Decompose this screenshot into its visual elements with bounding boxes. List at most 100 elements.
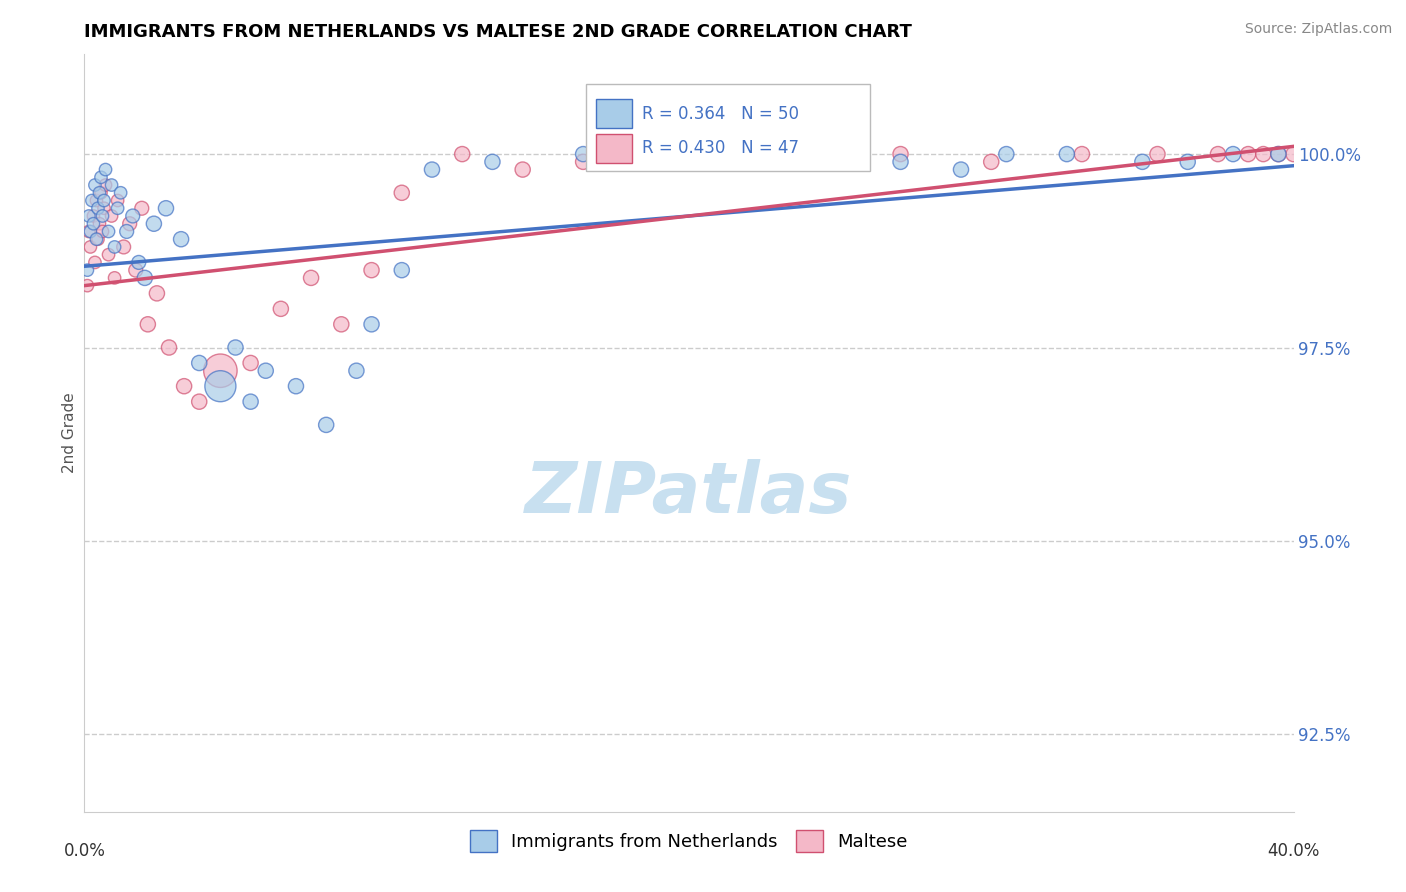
- Point: [97, 224, 120, 238]
- Point: [270, 301, 292, 316]
- Point: [239, 356, 262, 370]
- Text: ZIPatlas: ZIPatlas: [526, 458, 852, 528]
- Point: [84, 255, 107, 269]
- Point: [91, 224, 114, 238]
- Y-axis label: 2nd Grade: 2nd Grade: [62, 392, 77, 473]
- Point: [188, 356, 211, 370]
- Point: [115, 224, 138, 238]
- Point: [709, 147, 731, 161]
- Point: [79, 240, 101, 254]
- Text: 0.0%: 0.0%: [63, 842, 105, 860]
- Point: [225, 341, 247, 355]
- Point: [1056, 147, 1078, 161]
- Point: [209, 364, 232, 378]
- Point: [346, 364, 368, 378]
- FancyBboxPatch shape: [586, 84, 870, 171]
- Point: [754, 154, 776, 169]
- Point: [86, 232, 108, 246]
- Point: [890, 147, 912, 161]
- Point: [93, 201, 115, 215]
- Point: [950, 162, 973, 177]
- Point: [134, 271, 156, 285]
- Point: [420, 162, 443, 177]
- Point: [93, 194, 115, 208]
- Point: [121, 209, 143, 223]
- Point: [1177, 154, 1199, 169]
- Text: 40.0%: 40.0%: [1267, 842, 1320, 860]
- Point: [572, 147, 595, 161]
- Point: [110, 186, 132, 200]
- Point: [87, 232, 110, 246]
- Text: R = 0.430   N = 47: R = 0.430 N = 47: [641, 139, 799, 158]
- Point: [1132, 154, 1154, 169]
- Point: [82, 209, 104, 223]
- Point: [142, 217, 165, 231]
- Point: [77, 224, 100, 238]
- Point: [617, 154, 640, 169]
- Point: [1267, 147, 1289, 161]
- Point: [1071, 147, 1094, 161]
- Point: [97, 248, 120, 262]
- Text: Source: ZipAtlas.com: Source: ZipAtlas.com: [1244, 22, 1392, 37]
- Point: [512, 162, 534, 177]
- Point: [188, 394, 211, 409]
- Point: [254, 364, 277, 378]
- Point: [1222, 147, 1244, 161]
- Point: [89, 217, 111, 231]
- Point: [360, 318, 382, 332]
- Point: [799, 147, 821, 161]
- Point: [77, 209, 100, 223]
- Point: [84, 178, 107, 192]
- Point: [104, 240, 127, 254]
- Point: [1146, 147, 1168, 161]
- Point: [360, 263, 382, 277]
- Point: [572, 154, 595, 169]
- Point: [146, 286, 169, 301]
- Point: [100, 209, 122, 223]
- Point: [136, 318, 159, 332]
- Point: [481, 154, 503, 169]
- Point: [80, 194, 103, 208]
- Point: [107, 201, 129, 215]
- Point: [104, 271, 127, 285]
- Point: [173, 379, 195, 393]
- Point: [1206, 147, 1229, 161]
- Point: [76, 278, 98, 293]
- Point: [125, 263, 148, 277]
- Point: [90, 186, 112, 200]
- Point: [90, 170, 112, 185]
- Point: [995, 147, 1018, 161]
- Point: [391, 263, 413, 277]
- FancyBboxPatch shape: [596, 134, 633, 163]
- Point: [155, 201, 177, 215]
- Point: [170, 232, 193, 246]
- Point: [112, 240, 135, 254]
- Point: [239, 394, 262, 409]
- Point: [94, 178, 117, 192]
- Point: [391, 186, 413, 200]
- Point: [79, 224, 101, 238]
- Point: [285, 379, 308, 393]
- Point: [1282, 147, 1305, 161]
- Point: [330, 318, 353, 332]
- Point: [830, 147, 852, 161]
- Point: [1237, 147, 1260, 161]
- Point: [980, 154, 1002, 169]
- Legend: Immigrants from Netherlands, Maltese: Immigrants from Netherlands, Maltese: [463, 823, 915, 860]
- Point: [76, 263, 98, 277]
- Text: IMMIGRANTS FROM NETHERLANDS VS MALTESE 2ND GRADE CORRELATION CHART: IMMIGRANTS FROM NETHERLANDS VS MALTESE 2…: [84, 23, 912, 41]
- Point: [128, 255, 150, 269]
- Point: [1253, 147, 1275, 161]
- Point: [131, 201, 153, 215]
- Point: [633, 154, 655, 169]
- Point: [118, 217, 141, 231]
- Point: [86, 194, 108, 208]
- Point: [87, 201, 110, 215]
- Point: [890, 154, 912, 169]
- Point: [315, 417, 337, 432]
- Point: [1267, 147, 1289, 161]
- Point: [299, 271, 322, 285]
- Text: R = 0.364   N = 50: R = 0.364 N = 50: [641, 104, 799, 122]
- Point: [451, 147, 474, 161]
- Point: [209, 379, 232, 393]
